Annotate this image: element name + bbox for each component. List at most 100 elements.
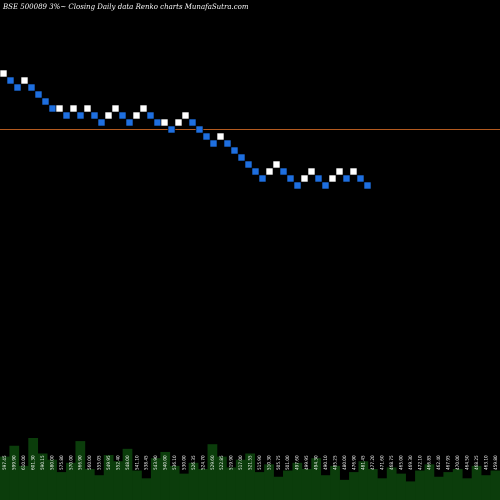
chart-title: BSE 500089 3%~ Closing Daily data Renko … <box>2 3 249 11</box>
volume-label: 499.95 <box>304 455 309 470</box>
volume-label: 515.90 <box>257 455 262 470</box>
renko-brick-down <box>167 125 176 134</box>
volume-bar <box>301 469 312 500</box>
volume-bar <box>349 472 359 500</box>
volume-label: 543.90 <box>153 455 158 470</box>
renko-brick-down <box>230 146 239 155</box>
volume-bar <box>132 470 142 500</box>
volume-bar <box>122 448 133 500</box>
volume-bar <box>433 476 444 500</box>
volume-label: 538.45 <box>144 455 149 470</box>
renko-brick-up <box>300 174 309 183</box>
renko-brick-up <box>181 111 190 120</box>
renko-brick-down <box>146 111 155 120</box>
renko-brick-down <box>279 167 288 176</box>
renko-brick-down <box>293 181 302 190</box>
volume-bar <box>18 465 29 500</box>
renko-brick-down <box>27 83 36 92</box>
renko-brick-up <box>111 104 120 113</box>
volume-bar <box>56 472 67 500</box>
volume-bar <box>452 469 463 500</box>
volume-bar <box>0 456 10 500</box>
volume-bar <box>283 470 293 500</box>
volume-label: 540.00 <box>163 455 168 470</box>
volume-label: 497.60 <box>295 455 300 470</box>
volume-bar <box>415 470 425 500</box>
volume-bar <box>245 453 256 500</box>
volume-label: 610.00 <box>21 455 26 470</box>
volume-bar <box>386 467 397 500</box>
renko-brick-up <box>216 132 225 141</box>
renko-brick-down <box>62 111 71 120</box>
volume-label: 477.20 <box>370 455 375 470</box>
volume-bar <box>273 476 284 500</box>
renko-brick-down <box>363 181 372 190</box>
volume-bar <box>75 441 86 500</box>
volume-label: 541.10 <box>134 455 139 470</box>
renko-brick-down <box>251 167 260 176</box>
renko-brick-down <box>34 90 43 99</box>
volume-label: 462.40 <box>436 455 441 470</box>
volume-bar <box>235 459 246 500</box>
renko-brick-down <box>314 174 323 183</box>
volume-label: 521.55 <box>248 455 253 470</box>
renko-brick-up <box>20 76 29 85</box>
volume-label: 467.95 <box>446 455 451 470</box>
volume-bar <box>405 481 416 500</box>
volume-bar <box>330 465 340 500</box>
renko-brick-down <box>118 111 127 120</box>
volume-label: 490.10 <box>323 455 328 470</box>
volume-label: 480.00 <box>342 455 347 470</box>
volume-bar <box>311 458 322 500</box>
volume-bar <box>471 465 482 500</box>
volume-label: 466.85 <box>427 455 432 470</box>
volume-label: 548.00 <box>125 455 130 470</box>
volume-bar <box>94 475 105 500</box>
volume-label: 501.00 <box>285 455 290 470</box>
renko-brick-down <box>6 76 15 85</box>
volume-label: 510.30 <box>266 455 271 470</box>
volume-label: 575.80 <box>59 455 64 470</box>
volume-label: 560.00 <box>87 455 92 470</box>
renko-brick-up <box>335 167 344 176</box>
renko-brick-up <box>69 104 78 113</box>
renko-brick-down <box>48 104 57 113</box>
volume-label: 476.90 <box>351 455 356 470</box>
volume-bar <box>113 461 123 500</box>
volume-bar <box>207 444 218 500</box>
volume-bar <box>339 479 350 500</box>
volume-bar <box>424 464 435 500</box>
volume-bar <box>254 472 265 500</box>
volume-label: 470.00 <box>455 455 460 470</box>
volume-bar <box>226 467 237 500</box>
volume-label: 463.10 <box>483 455 488 470</box>
volume-label: 555.05 <box>97 455 102 470</box>
volume-bar <box>462 478 472 500</box>
volume-bar <box>66 462 76 500</box>
volume-label: 505.75 <box>276 455 281 470</box>
volume-bar <box>160 451 171 500</box>
volume-bar <box>198 469 208 500</box>
renko-brick-up <box>160 118 169 127</box>
volume-label: 485.25 <box>332 455 337 470</box>
volume-label: 519.90 <box>229 455 234 470</box>
renko-brick-down <box>244 160 253 169</box>
volume-label: 468.75 <box>389 455 394 470</box>
volume-bar <box>84 469 95 500</box>
renko-brick-up <box>104 111 113 120</box>
renko-brick-down <box>125 118 134 127</box>
renko-brick-up <box>83 104 92 113</box>
volume-bar <box>264 464 274 500</box>
volume-bar <box>358 461 369 500</box>
volume-bar <box>141 478 152 500</box>
volume-bar <box>443 472 454 500</box>
volume-label: 471.60 <box>380 455 385 470</box>
renko-brick-down <box>223 139 232 148</box>
renko-brick-down <box>258 174 267 183</box>
volume-label: 597.45 <box>2 455 7 470</box>
volume-label: 472.10 <box>417 455 422 470</box>
renko-bricks <box>0 69 372 190</box>
volume-bar <box>37 453 48 500</box>
volume-label: 580.00 <box>49 455 54 470</box>
volume-label: 529.60 <box>210 455 215 470</box>
